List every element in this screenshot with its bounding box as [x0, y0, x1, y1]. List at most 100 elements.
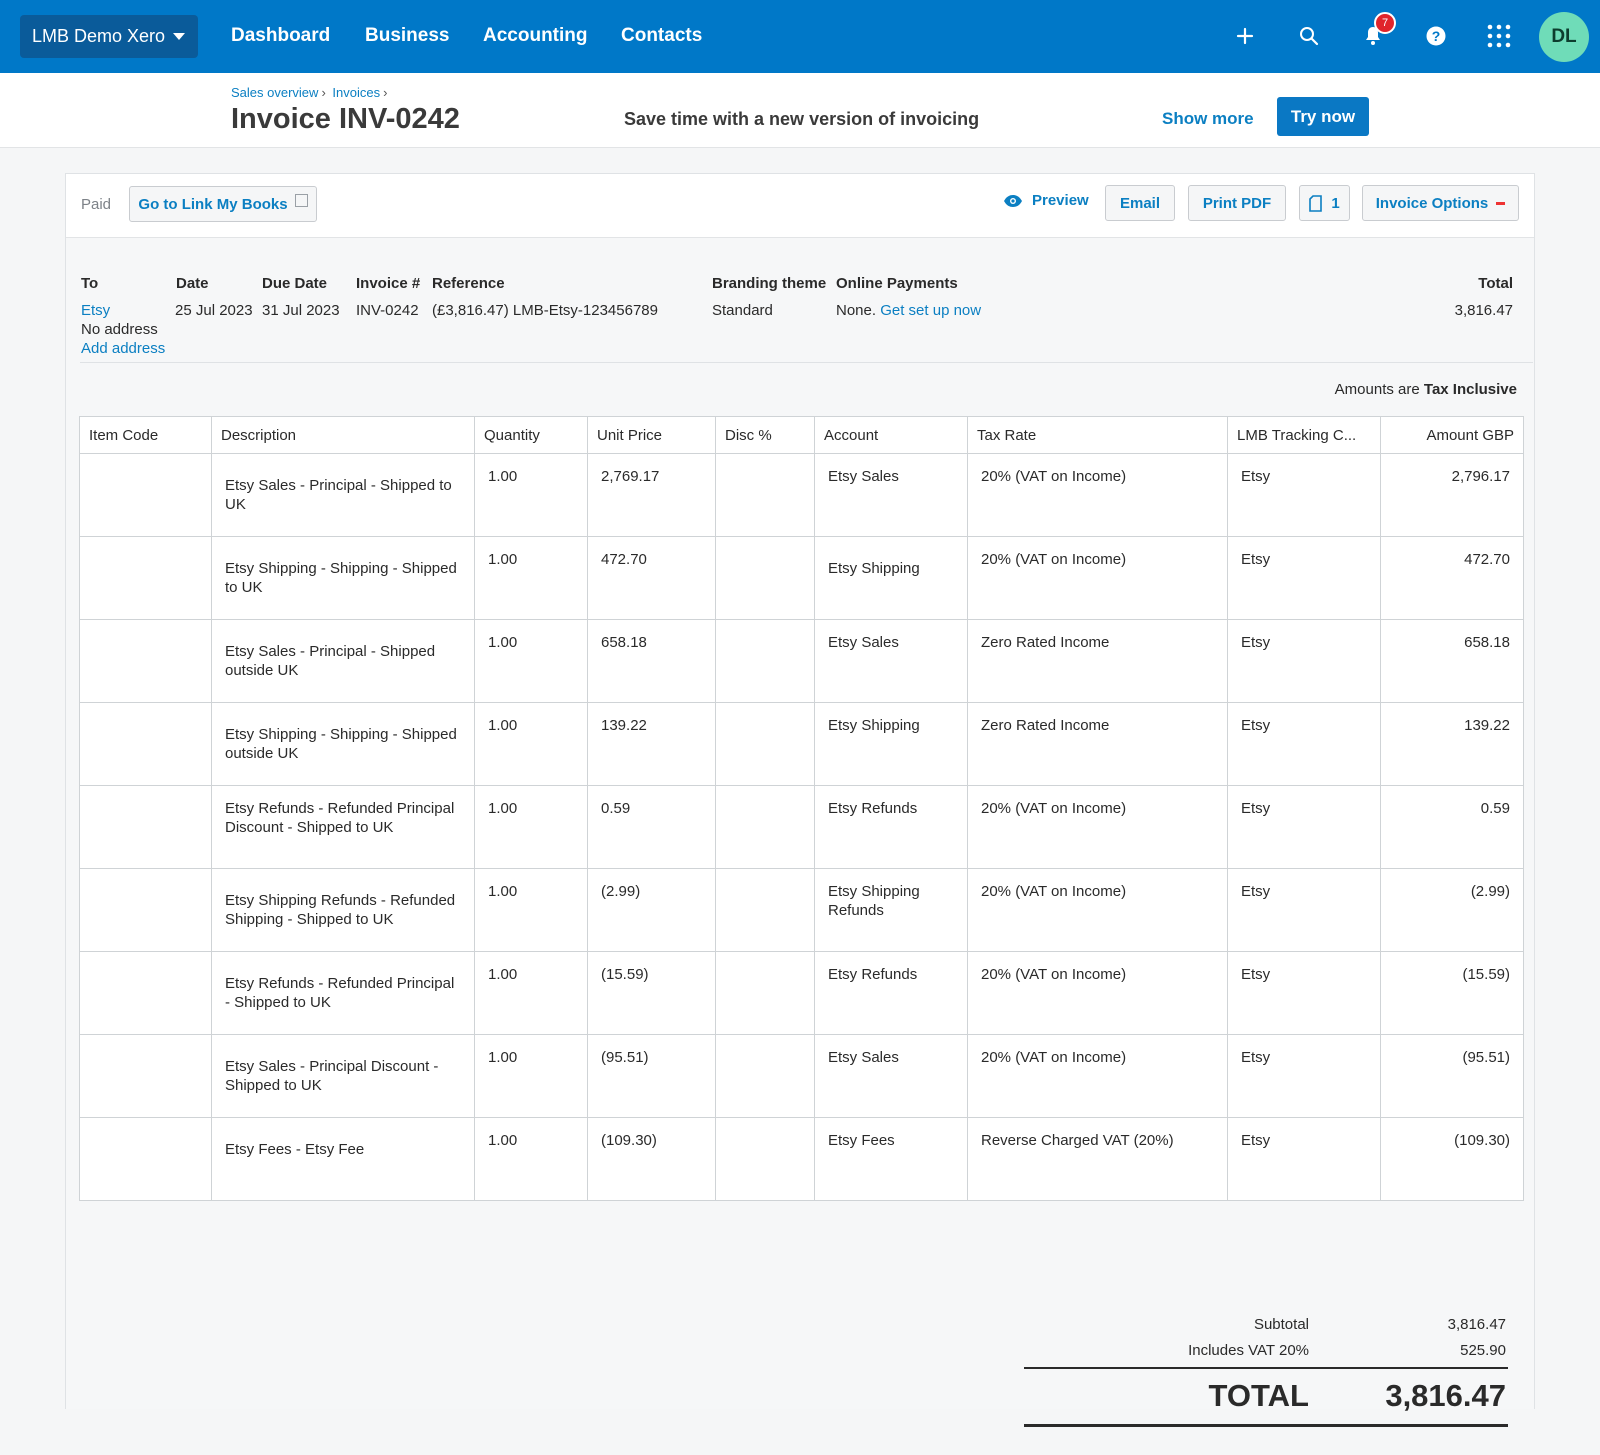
unit-price-cell[interactable]: (15.59) — [587, 951, 716, 1035]
quantity-cell[interactable]: 1.00 — [474, 1117, 588, 1201]
amount-cell[interactable]: (109.30) — [1380, 1117, 1524, 1201]
add-address-link[interactable]: Add address — [81, 340, 166, 357]
unit-price-cell[interactable]: (109.30) — [587, 1117, 716, 1201]
table-row[interactable]: Etsy Shipping - Shipping - Shipped outsi… — [79, 702, 1524, 786]
description-cell[interactable]: Etsy Sales - Principal - Shipped outside… — [211, 619, 475, 703]
discount-cell[interactable] — [715, 1117, 815, 1201]
quantity-cell[interactable]: 1.00 — [474, 619, 588, 703]
account-cell[interactable]: Etsy Shipping — [814, 702, 968, 786]
preview-button[interactable]: Preview — [1003, 192, 1089, 209]
account-cell[interactable]: Etsy Shipping — [814, 536, 968, 620]
amount-cell[interactable]: 472.70 — [1380, 536, 1524, 620]
tax-rate-cell[interactable]: Reverse Charged VAT (20%) — [967, 1117, 1228, 1201]
discount-cell[interactable] — [715, 868, 815, 952]
amount-cell[interactable]: (95.51) — [1380, 1034, 1524, 1118]
tax-rate-cell[interactable]: 20% (VAT on Income) — [967, 785, 1228, 869]
item-code-cell[interactable] — [79, 619, 212, 703]
item-code-cell[interactable] — [79, 453, 212, 537]
quantity-cell[interactable]: 1.00 — [474, 951, 588, 1035]
item-code-cell[interactable] — [79, 1034, 212, 1118]
table-row[interactable]: Etsy Fees - Etsy Fee 1.00 (109.30) Etsy Fee… — [79, 1117, 1524, 1201]
tracking-cell[interactable]: Etsy — [1227, 453, 1381, 537]
account-cell[interactable]: Etsy Fees — [814, 1117, 968, 1201]
amount-cell[interactable]: (2.99) — [1380, 868, 1524, 952]
tracking-cell[interactable]: Etsy — [1227, 951, 1381, 1035]
account-cell[interactable]: Etsy Shipping Refunds — [814, 868, 968, 952]
nav-business[interactable]: Business — [365, 25, 450, 46]
item-code-cell[interactable] — [79, 1117, 212, 1201]
attachments-button[interactable]: 1 — [1299, 185, 1350, 221]
item-code-cell[interactable] — [79, 785, 212, 869]
description-cell[interactable]: Etsy Sales - Principal - Shipped to UK — [211, 453, 475, 537]
quantity-cell[interactable]: 1.00 — [474, 1034, 588, 1118]
description-cell[interactable]: Etsy Sales - Principal Discount - Shippe… — [211, 1034, 475, 1118]
quantity-cell[interactable]: 1.00 — [474, 702, 588, 786]
discount-cell[interactable] — [715, 951, 815, 1035]
quantity-cell[interactable]: 1.00 — [474, 785, 588, 869]
account-cell[interactable]: Etsy Refunds — [814, 785, 968, 869]
try-now-button[interactable]: Try now — [1277, 97, 1369, 136]
plus-icon[interactable] — [1231, 22, 1259, 50]
item-code-cell[interactable] — [79, 868, 212, 952]
tax-rate-cell[interactable]: 20% (VAT on Income) — [967, 536, 1228, 620]
account-cell[interactable]: Etsy Sales — [814, 1034, 968, 1118]
table-row[interactable]: Etsy Sales - Principal Discount - Shippe… — [79, 1034, 1524, 1118]
unit-price-cell[interactable]: 472.70 — [587, 536, 716, 620]
item-code-cell[interactable] — [79, 702, 212, 786]
tax-rate-cell[interactable]: 20% (VAT on Income) — [967, 951, 1228, 1035]
nav-accounting[interactable]: Accounting — [483, 25, 588, 46]
table-row[interactable]: Etsy Refunds - Refunded Principal - Ship… — [79, 951, 1524, 1035]
get-set-up-link[interactable]: Get set up now — [880, 302, 982, 319]
apps-grid-icon[interactable] — [1485, 22, 1513, 50]
tax-rate-cell[interactable]: 20% (VAT on Income) — [967, 453, 1228, 537]
tax-rate-cell[interactable]: 20% (VAT on Income) — [967, 1034, 1228, 1118]
table-row[interactable]: Etsy Shipping - Shipping - Shipped to UK… — [79, 536, 1524, 620]
discount-cell[interactable] — [715, 702, 815, 786]
account-cell[interactable]: Etsy Sales — [814, 453, 968, 537]
contact-link[interactable]: Etsy — [81, 302, 111, 319]
discount-cell[interactable] — [715, 619, 815, 703]
tax-rate-cell[interactable]: 20% (VAT on Income) — [967, 868, 1228, 952]
description-cell[interactable]: Etsy Refunds - Refunded Principal Discou… — [211, 785, 475, 869]
account-cell[interactable]: Etsy Refunds — [814, 951, 968, 1035]
tax-rate-cell[interactable]: Zero Rated Income — [967, 619, 1228, 703]
description-cell[interactable]: Etsy Shipping Refunds - Refunded Shippin… — [211, 868, 475, 952]
breadcrumb-sales-overview[interactable]: Sales overview — [231, 85, 319, 100]
table-row[interactable]: Etsy Sales - Principal - Shipped to UK 1.… — [79, 453, 1524, 537]
table-row[interactable]: Etsy Shipping Refunds - Refunded Shippin… — [79, 868, 1524, 952]
email-button[interactable]: Email — [1105, 185, 1175, 221]
table-row[interactable]: Etsy Sales - Principal - Shipped outside… — [79, 619, 1524, 703]
unit-price-cell[interactable]: 658.18 — [587, 619, 716, 703]
item-code-cell[interactable] — [79, 951, 212, 1035]
discount-cell[interactable] — [715, 453, 815, 537]
avatar[interactable]: DL — [1539, 12, 1589, 62]
amount-cell[interactable]: 2,796.17 — [1380, 453, 1524, 537]
account-cell[interactable]: Etsy Sales — [814, 619, 968, 703]
discount-cell[interactable] — [715, 1034, 815, 1118]
breadcrumb-invoices[interactable]: Invoices — [332, 85, 381, 100]
quantity-cell[interactable]: 1.00 — [474, 536, 588, 620]
search-icon[interactable] — [1295, 22, 1323, 50]
description-cell[interactable]: Etsy Shipping - Shipping - Shipped outsi… — [211, 702, 475, 786]
unit-price-cell[interactable]: (2.99) — [587, 868, 716, 952]
amount-cell[interactable]: 139.22 — [1380, 702, 1524, 786]
tracking-cell[interactable]: Etsy — [1227, 619, 1381, 703]
link-my-books-button[interactable]: Go to Link My Books — [129, 186, 317, 222]
org-switcher[interactable]: LMB Demo Xero — [20, 15, 198, 58]
nav-dashboard[interactable]: Dashboard — [231, 25, 331, 46]
description-cell[interactable]: Etsy Shipping - Shipping - Shipped to UK — [211, 536, 475, 620]
unit-price-cell[interactable]: 0.59 — [587, 785, 716, 869]
tracking-cell[interactable]: Etsy — [1227, 536, 1381, 620]
quantity-cell[interactable]: 1.00 — [474, 453, 588, 537]
unit-price-cell[interactable]: 139.22 — [587, 702, 716, 786]
help-icon[interactable]: ? — [1422, 22, 1450, 50]
description-cell[interactable]: Etsy Fees - Etsy Fee — [211, 1117, 475, 1201]
invoice-options-button[interactable]: Invoice Options — [1362, 185, 1519, 221]
discount-cell[interactable] — [715, 536, 815, 620]
quantity-cell[interactable]: 1.00 — [474, 868, 588, 952]
print-pdf-button[interactable]: Print PDF — [1188, 185, 1286, 221]
unit-price-cell[interactable]: 2,769.17 — [587, 453, 716, 537]
nav-contacts[interactable]: Contacts — [621, 25, 703, 46]
amount-cell[interactable]: (15.59) — [1380, 951, 1524, 1035]
tax-rate-cell[interactable]: Zero Rated Income — [967, 702, 1228, 786]
